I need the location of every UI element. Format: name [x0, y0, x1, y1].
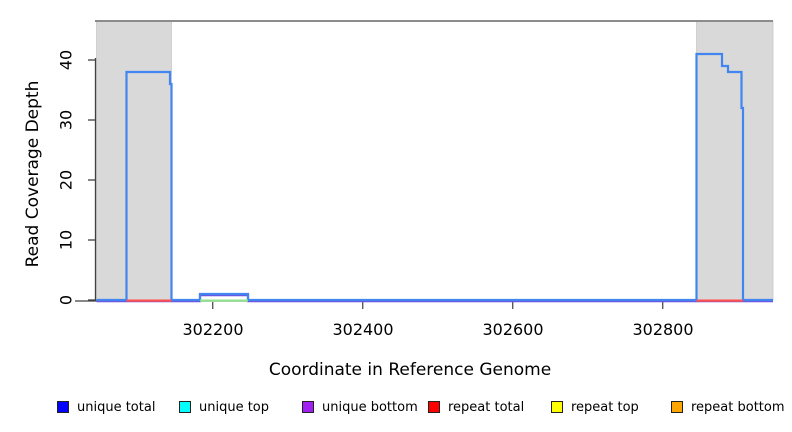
legend-label: repeat bottom	[691, 400, 785, 415]
y-tick-label: 40	[56, 49, 76, 71]
x-tick-label: 302600	[482, 320, 544, 339]
legend-swatch-icon	[179, 401, 191, 413]
legend-swatch-icon	[57, 401, 69, 413]
x-tick-label: 302800	[632, 320, 694, 339]
y-tick-label: 0	[56, 294, 76, 306]
legend-swatch-icon	[671, 401, 683, 413]
legend-swatch-icon	[302, 401, 314, 413]
right-repeat-region	[696, 20, 774, 301]
legend-swatch-icon	[428, 401, 440, 413]
series-unique-bottom-line-	[96, 294, 773, 303]
x-axis-title: Coordinate in Reference Genome	[268, 360, 552, 380]
legend-label: unique bottom	[322, 400, 418, 415]
y-tick-label: 10	[56, 229, 76, 251]
left-repeat-region	[96, 20, 172, 301]
legend-swatch-icon	[551, 401, 563, 413]
legend-label: unique top	[199, 400, 270, 415]
y-tick-label: 20	[56, 169, 76, 191]
legend-label: repeat total	[448, 400, 525, 415]
y-tick-label: 30	[56, 109, 76, 131]
x-tick-label: 302400	[332, 320, 394, 339]
series-unique-total-line-	[96, 52, 773, 302]
legend-label: repeat top	[571, 400, 639, 415]
y-axis-title: Read Coverage Depth	[23, 80, 43, 268]
legend-label: unique total	[77, 400, 156, 415]
x-tick-label: 302200	[182, 320, 244, 339]
